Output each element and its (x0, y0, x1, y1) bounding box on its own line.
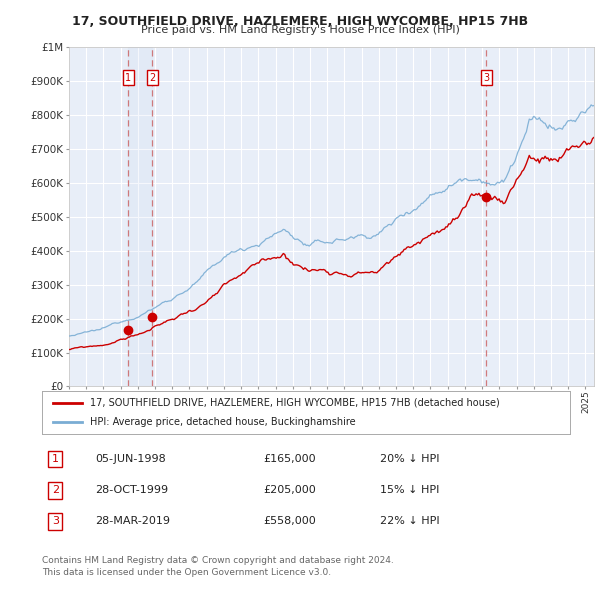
Text: 2: 2 (149, 73, 155, 83)
Text: 17, SOUTHFIELD DRIVE, HAZLEMERE, HIGH WYCOMBE, HP15 7HB (detached house): 17, SOUTHFIELD DRIVE, HAZLEMERE, HIGH WY… (89, 398, 499, 408)
Text: £558,000: £558,000 (264, 516, 317, 526)
Text: 17, SOUTHFIELD DRIVE, HAZLEMERE, HIGH WYCOMBE, HP15 7HB: 17, SOUTHFIELD DRIVE, HAZLEMERE, HIGH WY… (72, 15, 528, 28)
Text: 2: 2 (52, 485, 59, 495)
Text: 05-JUN-1998: 05-JUN-1998 (95, 454, 166, 464)
Text: £205,000: £205,000 (264, 485, 317, 495)
Bar (128, 47, 152, 386)
Text: 28-MAR-2019: 28-MAR-2019 (95, 516, 170, 526)
Text: HPI: Average price, detached house, Buckinghamshire: HPI: Average price, detached house, Buck… (89, 417, 355, 427)
Text: 1: 1 (52, 454, 59, 464)
Text: Price paid vs. HM Land Registry's House Price Index (HPI): Price paid vs. HM Land Registry's House … (140, 25, 460, 35)
Text: 3: 3 (52, 516, 59, 526)
Text: 3: 3 (483, 73, 490, 83)
Text: £165,000: £165,000 (264, 454, 316, 464)
Text: Contains HM Land Registry data © Crown copyright and database right 2024.: Contains HM Land Registry data © Crown c… (42, 556, 394, 565)
Text: 28-OCT-1999: 28-OCT-1999 (95, 485, 168, 495)
Text: 22% ↓ HPI: 22% ↓ HPI (380, 516, 440, 526)
Text: 1: 1 (125, 73, 131, 83)
Text: 15% ↓ HPI: 15% ↓ HPI (380, 485, 439, 495)
Text: This data is licensed under the Open Government Licence v3.0.: This data is licensed under the Open Gov… (42, 568, 331, 576)
Text: 20% ↓ HPI: 20% ↓ HPI (380, 454, 439, 464)
